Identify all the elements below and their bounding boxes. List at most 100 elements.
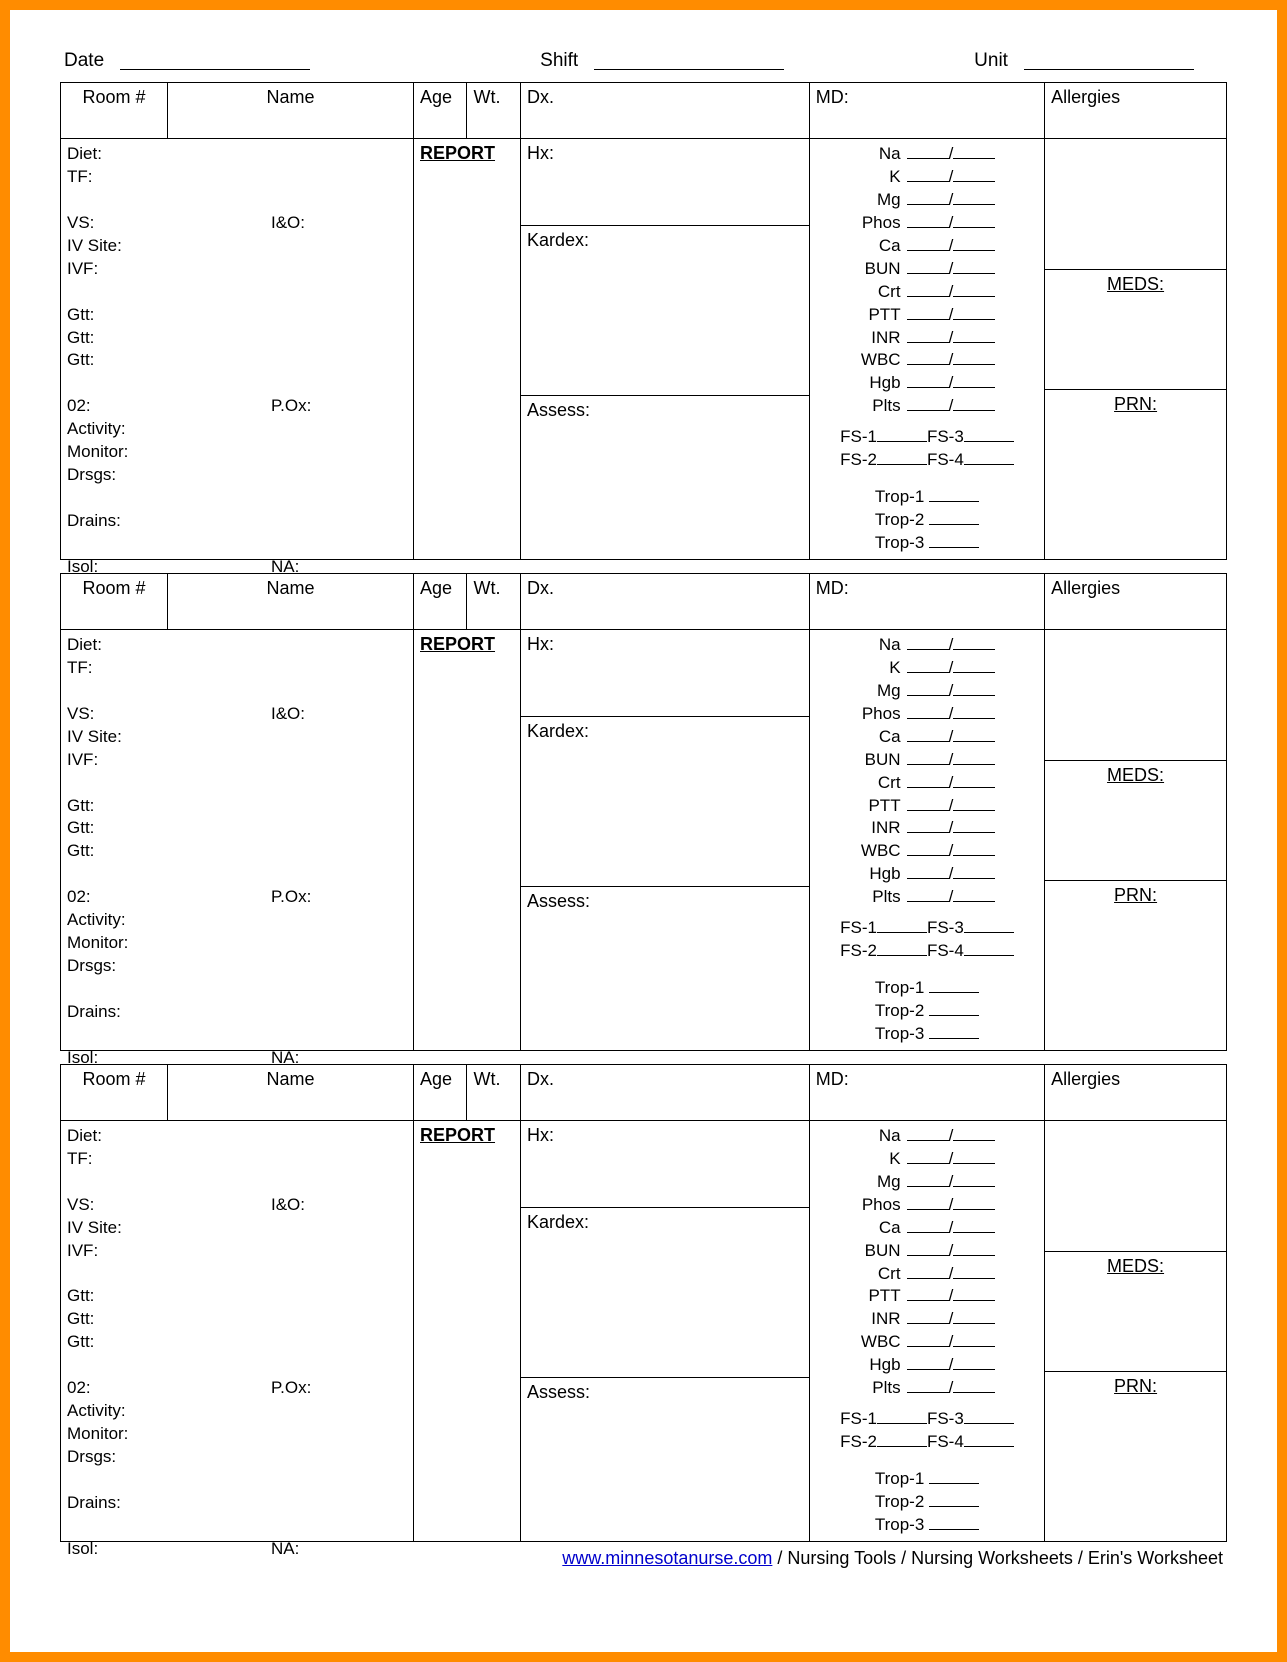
- activity-label: Activity:: [67, 418, 271, 441]
- o2-label: 02:: [67, 886, 271, 909]
- gtt-label: Gtt:: [67, 840, 271, 863]
- pox-label: P.Ox:: [271, 395, 407, 418]
- patient-body-row: Diet: TF: VS: IV Site: IVF: Gtt: Gtt: Gt…: [61, 629, 1227, 1050]
- lab-na: Na: [859, 634, 901, 657]
- unit-blank[interactable]: [1024, 50, 1194, 70]
- lab-mg: Mg: [859, 680, 901, 703]
- hx-cell: Hx:: [521, 630, 809, 716]
- lab-hgb: Hgb: [859, 863, 901, 886]
- hx-label: Hx:: [527, 1125, 554, 1145]
- io-label: I&O:: [271, 212, 407, 235]
- lab-phos: Phos: [859, 1194, 901, 1217]
- lab-ptt: PTT: [859, 1285, 901, 1308]
- allergies-top: [1045, 139, 1226, 269]
- fs3: FS-3: [927, 918, 964, 937]
- gtt-label: Gtt:: [67, 817, 271, 840]
- col-alg: Allergies: [1045, 573, 1227, 629]
- allergies-top: [1045, 1121, 1226, 1251]
- col-age: Age: [414, 573, 467, 629]
- lab-crt: Crt: [859, 281, 901, 304]
- assess-label: Assess:: [527, 400, 590, 420]
- vs-label: VS:: [67, 1194, 271, 1217]
- patient-header-row: Room # Name Age Wt. Dx. MD: Allergies: [61, 573, 1227, 629]
- pox-label: P.Ox:: [271, 1377, 407, 1400]
- trop1: Trop-1: [875, 978, 924, 997]
- trop1: Trop-1: [875, 1469, 924, 1488]
- report-label: REPORT: [420, 1125, 495, 1145]
- hx-label: Hx:: [527, 634, 554, 654]
- drains-label: Drains:: [67, 510, 271, 533]
- patient-header-row: Room # Name Age Wt. Dx. MD: Allergies: [61, 83, 1227, 139]
- patient-body-row: Diet: TF: VS: IV Site: IVF: Gtt: Gtt: Gt…: [61, 1120, 1227, 1541]
- lab-hgb: Hgb: [859, 1354, 901, 1377]
- kardex-cell: Kardex:: [521, 1207, 809, 1377]
- header-line: Date Shift Unit: [60, 50, 1227, 72]
- hx-label: Hx:: [527, 143, 554, 163]
- lab-crt: Crt: [859, 772, 901, 795]
- io-label: I&O:: [271, 1194, 407, 1217]
- meds-cell: MEDS:: [1045, 269, 1226, 389]
- tf-label: TF:: [67, 166, 271, 189]
- assess-cell: Assess:: [521, 886, 809, 986]
- meds-label: MEDS:: [1107, 274, 1164, 294]
- trop2: Trop-2: [875, 1492, 924, 1511]
- drsgs-label: Drsgs:: [67, 1446, 271, 1469]
- fs2: FS-2: [840, 1432, 877, 1451]
- lab-k: K: [859, 166, 901, 189]
- tf-label: TF:: [67, 657, 271, 680]
- lab-inr: INR: [859, 817, 901, 840]
- col-alg: Allergies: [1045, 1064, 1227, 1120]
- ivsite-label: IV Site:: [67, 726, 271, 749]
- prn-label: PRN:: [1114, 394, 1157, 414]
- lab-ca: Ca: [859, 726, 901, 749]
- assess-label: Assess:: [527, 891, 590, 911]
- lab-bun: BUN: [859, 1240, 901, 1263]
- lab-inr: INR: [859, 1308, 901, 1331]
- date-blank[interactable]: [120, 50, 310, 70]
- fs1: FS-1: [840, 427, 877, 446]
- trop2: Trop-2: [875, 1001, 924, 1020]
- lab-phos: Phos: [859, 212, 901, 235]
- prn-cell: PRN:: [1045, 880, 1226, 990]
- gtt-label: Gtt:: [67, 1285, 271, 1308]
- io-label: I&O:: [271, 703, 407, 726]
- col-age: Age: [414, 83, 467, 139]
- labs-cell: Na/ K/ Mg/ Phos/ Ca/ BUN/ Crt/ PTT/ INR/…: [810, 139, 1044, 559]
- drains-label: Drains:: [67, 1001, 271, 1024]
- prn-label: PRN:: [1114, 1376, 1157, 1396]
- report-label: REPORT: [420, 143, 495, 163]
- col-age: Age: [414, 1064, 467, 1120]
- col-wt: Wt.: [467, 573, 520, 629]
- lab-bun: BUN: [859, 749, 901, 772]
- fs1: FS-1: [840, 918, 877, 937]
- patient-grid: Room # Name Age Wt. Dx. MD: Allergies Di…: [60, 82, 1227, 1542]
- patient-body-row: Diet: TF: VS: IV Site: IVF: Gtt: Gtt: Gt…: [61, 139, 1227, 560]
- lab-inr: INR: [859, 327, 901, 350]
- lab-ptt: PTT: [859, 795, 901, 818]
- monitor-label: Monitor:: [67, 1423, 271, 1446]
- activity-label: Activity:: [67, 1400, 271, 1423]
- isol-label: Isol:: [67, 556, 271, 579]
- col-name: Name: [167, 1064, 413, 1120]
- col-wt: Wt.: [467, 83, 520, 139]
- lab-wbc: WBC: [859, 840, 901, 863]
- kardex-cell: Kardex:: [521, 716, 809, 886]
- allergies-top: [1045, 630, 1226, 760]
- fs3: FS-3: [927, 1409, 964, 1428]
- kardex-label: Kardex:: [527, 1212, 589, 1232]
- drains-label: Drains:: [67, 1492, 271, 1515]
- shift-label: Shift: [540, 50, 578, 72]
- footer-link[interactable]: www.minnesotanurse.com: [562, 1548, 772, 1568]
- shift-blank[interactable]: [594, 50, 784, 70]
- meds-label: MEDS:: [1107, 765, 1164, 785]
- col-room: Room #: [61, 83, 168, 139]
- col-room: Room #: [61, 573, 168, 629]
- lab-na: Na: [859, 1125, 901, 1148]
- gtt-label: Gtt:: [67, 349, 271, 372]
- pox-label: P.Ox:: [271, 886, 407, 909]
- prn-cell: PRN:: [1045, 389, 1226, 499]
- lab-bun: BUN: [859, 258, 901, 281]
- lab-k: K: [859, 1148, 901, 1171]
- col-md: MD:: [809, 83, 1044, 139]
- trop3: Trop-3: [875, 1024, 924, 1043]
